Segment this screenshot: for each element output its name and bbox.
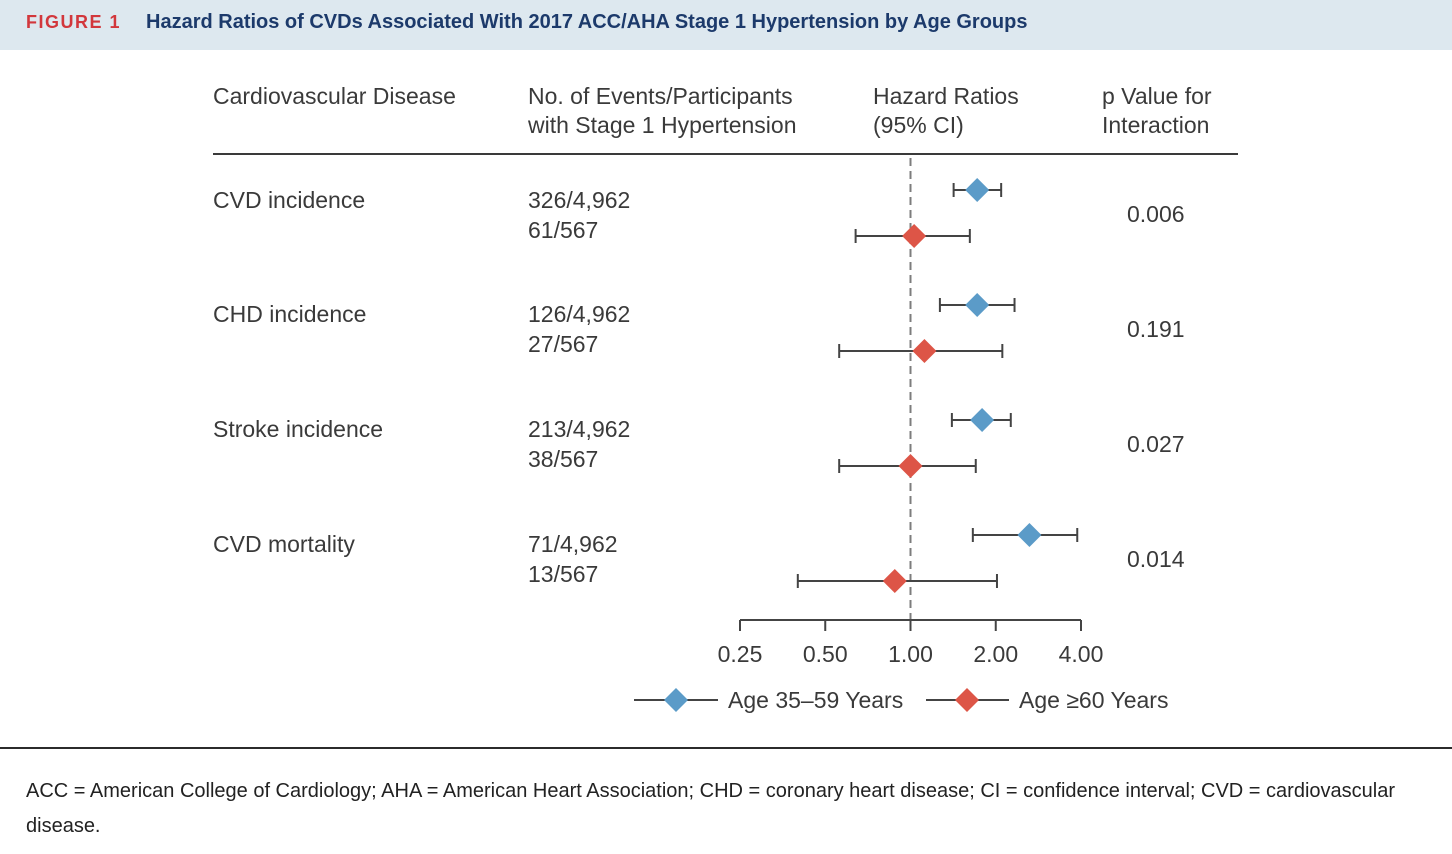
row-disease-label: CVD mortality bbox=[213, 531, 355, 557]
column-header-p-value: p Value for Interaction bbox=[1102, 82, 1212, 140]
figure-title: Hazard Ratios of CVDs Associated With 20… bbox=[146, 11, 1028, 33]
row-event-counts: 326/4,962 61/567 bbox=[528, 185, 630, 245]
column-header-disease-text: Cardiovascular Disease bbox=[213, 83, 456, 109]
hazard-ratio-marker bbox=[912, 339, 937, 363]
hazard-ratio-marker bbox=[970, 408, 995, 432]
row-disease-label: CVD incidence bbox=[213, 187, 366, 213]
count-age-60-plus: 13/567 bbox=[528, 561, 599, 587]
column-header-hazard: Hazard Ratios (95% CI) bbox=[873, 82, 1019, 140]
column-header-hazard-line1: Hazard Ratios bbox=[873, 83, 1019, 109]
hazard-ratio-marker bbox=[965, 178, 990, 202]
column-header-disease: Cardiovascular Disease bbox=[213, 82, 456, 111]
header-rule bbox=[213, 153, 1238, 155]
hazard-ratio-marker bbox=[965, 293, 990, 317]
row-disease-label: CHD incidence bbox=[213, 301, 367, 327]
figure-banner: FIGURE 1 Hazard Ratios of CVDs Associate… bbox=[0, 0, 1452, 50]
legend-label: Age 35–59 Years bbox=[728, 687, 903, 713]
legend-marker bbox=[664, 688, 688, 712]
footer-rule bbox=[0, 747, 1452, 749]
hazard-ratio-marker bbox=[882, 569, 907, 593]
forest-plot: 0.25 0.50 1.00 2.00 4.00 Age 35–59 Years Age ≥… bbox=[634, 158, 1168, 713]
row-disease-label: Stroke incidence bbox=[213, 416, 384, 442]
figure-label: FIGURE 1 bbox=[26, 12, 122, 32]
column-header-events-line1: No. of Events/Participants bbox=[528, 83, 793, 109]
count-age-35-59: 326/4,962 bbox=[528, 187, 631, 213]
x-tick-label: 0.50 bbox=[803, 641, 848, 667]
x-tick-label: 4.00 bbox=[1059, 641, 1104, 667]
hazard-ratio-marker bbox=[1017, 523, 1042, 547]
column-header-p-line2: Interaction bbox=[1102, 112, 1210, 138]
x-tick-label: 2.00 bbox=[973, 641, 1018, 667]
row-event-counts: 126/4,962 27/567 bbox=[528, 299, 630, 359]
count-age-35-59: 71/4,962 bbox=[528, 531, 618, 557]
row-event-counts: 213/4,962 38/567 bbox=[528, 414, 630, 474]
count-age-60-plus: 38/567 bbox=[528, 446, 599, 472]
row-p-value: 0.027 bbox=[1127, 431, 1185, 457]
row-p-value: 0.014 bbox=[1127, 546, 1185, 572]
row-event-counts: 71/4,962 13/567 bbox=[528, 529, 618, 589]
legend-marker bbox=[955, 688, 979, 712]
count-age-35-59: 213/4,962 bbox=[528, 416, 631, 442]
count-age-60-plus: 27/567 bbox=[528, 331, 599, 357]
hazard-ratio-marker bbox=[898, 454, 923, 478]
count-age-60-plus: 61/567 bbox=[528, 217, 599, 243]
hazard-ratio-marker bbox=[902, 224, 927, 248]
legend-label: Age ≥60 Years bbox=[1019, 687, 1168, 713]
count-age-35-59: 126/4,962 bbox=[528, 301, 631, 327]
x-tick-label: 1.00 bbox=[888, 641, 933, 667]
column-header-events-line2: with Stage 1 Hypertension bbox=[528, 112, 797, 138]
row-p-value: 0.006 bbox=[1127, 201, 1185, 227]
column-header-hazard-line2: (95% CI) bbox=[873, 112, 964, 138]
column-header-events: No. of Events/Participants with Stage 1 … bbox=[528, 82, 797, 140]
x-tick-label: 0.25 bbox=[718, 641, 763, 667]
column-header-p-line1: p Value for bbox=[1102, 83, 1212, 109]
footnote: ACC = American College of Cardiology; AH… bbox=[26, 780, 1395, 837]
row-p-value: 0.191 bbox=[1127, 316, 1185, 342]
